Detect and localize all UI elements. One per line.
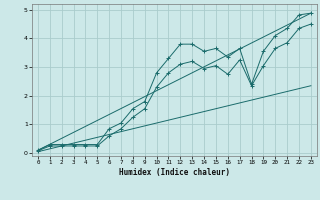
X-axis label: Humidex (Indice chaleur): Humidex (Indice chaleur) — [119, 168, 230, 177]
